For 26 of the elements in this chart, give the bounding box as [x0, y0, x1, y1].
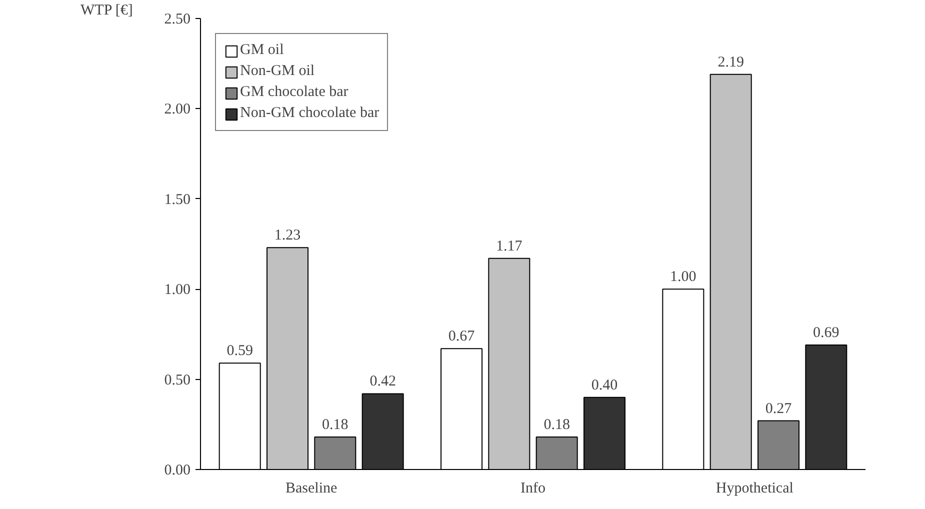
- legend-label: GM chocolate bar: [240, 84, 348, 101]
- legend-label: Non-GM chocolate bar: [240, 105, 380, 122]
- text: 1.17: [496, 238, 522, 254]
- y-tick-label: 0.50: [164, 372, 190, 388]
- y-tick-label: 0.00: [164, 462, 190, 478]
- y-axis-title: WTP [€]: [80, 2, 133, 18]
- text: 0.18: [322, 417, 348, 434]
- text: 1.00: [670, 269, 696, 286]
- x-tick-label: Info: [520, 480, 546, 496]
- text: 2.19: [718, 54, 744, 70]
- text: 0.69: [813, 325, 840, 342]
- text: 0.42: [370, 374, 396, 390]
- text: 0.59: [226, 343, 253, 360]
- text: 0.18: [544, 417, 570, 434]
- y-tick-label: 2.00: [164, 102, 190, 118]
- x-tick-label: Hypothetical: [716, 480, 794, 496]
- legend-label: Non-GM oil: [240, 63, 315, 80]
- y-tick-label: 2.50: [164, 12, 190, 28]
- y-tick-label: 1.50: [164, 192, 190, 208]
- text: 0.40: [591, 377, 618, 394]
- legend-label: GM oil: [240, 42, 284, 59]
- text: 1.23: [274, 228, 301, 244]
- text: 0.27: [765, 400, 792, 417]
- x-tick-label: Baseline: [286, 480, 338, 496]
- text: 0.67: [448, 328, 475, 345]
- y-tick-label: 1.00: [164, 282, 190, 298]
